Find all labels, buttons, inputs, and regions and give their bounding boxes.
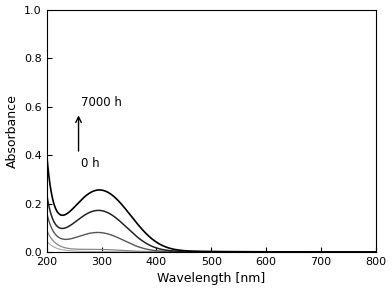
- X-axis label: Wavelength [nm]: Wavelength [nm]: [157, 272, 265, 285]
- Y-axis label: Absorbance: Absorbance: [5, 94, 18, 168]
- Text: 7000 h: 7000 h: [81, 96, 122, 109]
- Text: 0 h: 0 h: [81, 157, 100, 171]
